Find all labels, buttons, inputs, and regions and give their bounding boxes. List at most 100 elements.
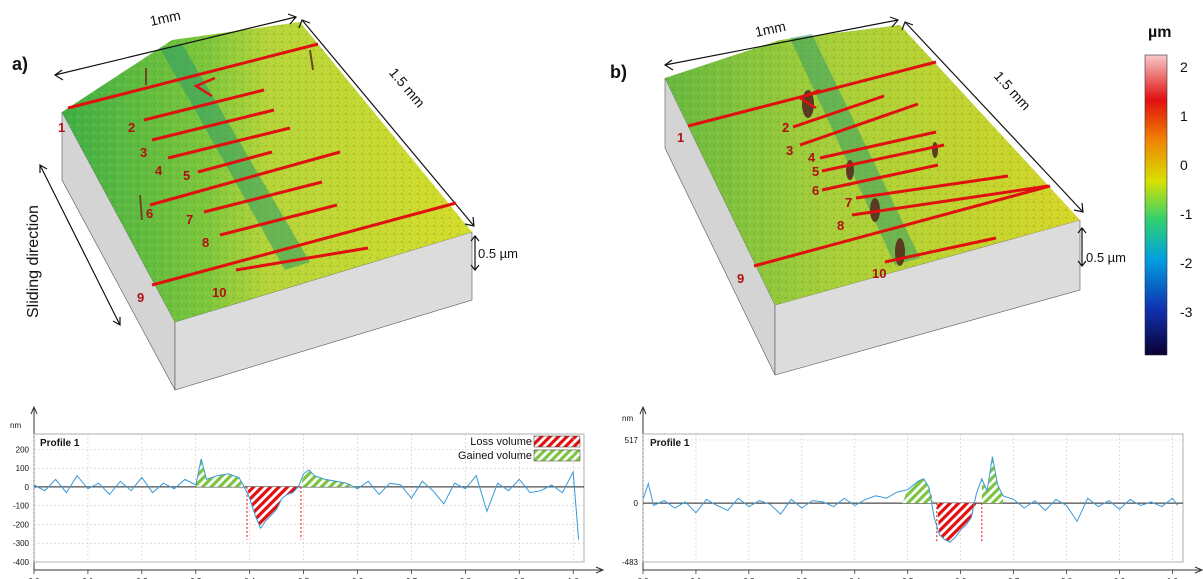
colorbar-gradient (1144, 54, 1168, 356)
chart-0-y-arrow (30, 405, 38, 415)
panel-b-num-4: 4 (808, 150, 816, 165)
chart-0-y-tick-label: -200 (13, 520, 30, 529)
panel-b-num-6: 6 (812, 183, 819, 198)
panel-a-spike (309, 49, 314, 71)
panel-a-direction-arrow (193, 76, 216, 98)
panel-a-profile-line-4 (167, 126, 291, 160)
chart-a-legend: Loss volume Gained volume (458, 435, 581, 462)
panel-a-spike (139, 194, 143, 221)
panel-b-num-7: 7 (845, 195, 852, 210)
chart-0-x-tick-label: 0.3 (190, 577, 202, 579)
panel-a-sliding-direction: Sliding direction (25, 205, 42, 318)
panel-a-label: a) (12, 54, 28, 74)
panel-b-label: b) (610, 62, 627, 82)
chart-1-x-tick-label: 0.8 (1061, 577, 1073, 579)
panel-a-dim-top: 1mm (148, 7, 182, 29)
panel-b-profile-line-7 (855, 174, 1009, 200)
panel-b-profile-line-10 (884, 236, 997, 264)
colorbar-tick: -1 (1180, 206, 1193, 222)
panel-a-dim-side: 1.5 mm (386, 64, 428, 110)
chart-1-x-unit: mm (1184, 577, 1198, 579)
colorbar-unit: µm (1148, 24, 1171, 41)
colorbar-tick: -2 (1180, 255, 1193, 271)
panel-a-profile-line-1 (67, 42, 319, 110)
panel-a-height-scale: 0.5 µm (478, 246, 518, 261)
chart-0-y-tick-label: -400 (13, 558, 30, 567)
panel-a-num-2: 2 (128, 120, 135, 135)
panel-b-surface: b) 1mm 1.5 mm 0.5 µm (610, 16, 1126, 376)
chart-0-loss-volume (247, 486, 301, 529)
chart-1-x-tick-label: 1.0 (1167, 577, 1179, 579)
chart-1-gained-volume (902, 478, 937, 504)
panel-a-profile-line-7 (203, 180, 323, 214)
panel-b-num-8: 8 (837, 218, 844, 233)
panel-b-profile-line-8 (851, 184, 1049, 217)
panel-b-profile-line-3 (799, 102, 919, 147)
panel-b-dim-top: 1mm (753, 18, 787, 40)
panel-b-profile-line-4 (819, 130, 937, 160)
chart-1-x-tick-label: 0.4 (849, 577, 861, 579)
panel-a-num-10: 10 (212, 285, 226, 300)
panel-a-num-3: 3 (140, 145, 147, 160)
chart-0-x-tick-label: 0.0 (28, 577, 40, 579)
panel-a-num-8: 8 (202, 235, 209, 250)
chart-0-y-tick-label: 0 (25, 483, 30, 492)
panel-a-profile-line-8 (219, 203, 338, 237)
panel-a-surface: a) 1mm 1.5 mm 0.5 µm Slid (12, 7, 518, 391)
chart-1-x-tick-label: 0.5 (902, 577, 914, 579)
panel-b-profile-line-2 (792, 94, 885, 129)
chart-1-y-tick-label: -483 (622, 558, 639, 567)
chart-0-x-tick-label: 0.4 (244, 577, 256, 579)
panel-a-wear-track (160, 44, 310, 270)
chart-0-x-tick-label: 0.9 (514, 577, 526, 579)
chart-0-x-tick-label: 1.0 (568, 577, 580, 579)
chart-a-ylabel: nm (10, 421, 21, 430)
chart-0-y-tick-label: 100 (16, 464, 30, 473)
panel-b-num-2: 2 (782, 120, 789, 135)
colorbar: µm 2 1 0 -1 -2 -3 (1144, 24, 1193, 356)
chart-0-x-tick-label: 0.2 (136, 577, 148, 579)
panel-b-profile-line-9 (753, 184, 1051, 268)
panel-a-profile-line-3 (151, 108, 275, 142)
panel-a-dimension-lines (39, 13, 480, 327)
panel-b-dim-side: 1.5 mm (991, 68, 1034, 113)
chart-0-profile-line (33, 458, 580, 540)
chart-1-y-tick-label: 517 (625, 436, 639, 445)
chart-a-legend-loss: Loss volume (470, 436, 532, 448)
panel-b-num-5: 5 (812, 164, 819, 179)
chart-0-x-unit: mm (585, 577, 599, 579)
chart-0-gained-volume (195, 458, 247, 487)
panel-a-profile-line-9 (151, 201, 457, 287)
chart-0-x-tick-label: 0.7 (406, 577, 418, 579)
panel-a-profile-lines (67, 42, 457, 287)
chart-1-x-tick-label: 0.6 (955, 577, 967, 579)
panel-a-num-7: 7 (186, 212, 193, 227)
chart-1-loss-volume (936, 503, 982, 543)
panel-b-direction-arrow (797, 88, 821, 110)
panel-a-num-1: 1 (58, 120, 65, 135)
panel-a-num-5: 5 (183, 168, 190, 183)
chart-1-x-tick-label: 0.7 (1008, 577, 1020, 579)
colorbar-tick: -3 (1180, 304, 1193, 320)
panel-b-line-numbers: 1 2 3 4 5 6 7 8 9 10 (677, 120, 886, 286)
chart-0-x-tick-label: 0.6 (352, 577, 364, 579)
panel-b-num-3: 3 (786, 143, 793, 158)
panel-b-num-10: 10 (872, 266, 886, 281)
panel-a-num-9: 9 (137, 290, 144, 305)
panel-a-num-4: 4 (155, 163, 163, 178)
chart-1-x-tick-label: 0.0 (637, 577, 649, 579)
chart-1-gained-volume (981, 456, 1003, 504)
panel-b-num-1: 1 (677, 130, 684, 145)
chart-0-y-tick-label: -100 (13, 502, 30, 511)
colorbar-tick: 2 (1180, 59, 1188, 75)
panel-b-height-scale: 0.5 µm (1086, 250, 1126, 265)
chart-1-x-tick-label: 0.2 (743, 577, 755, 579)
chart-a-legend-gain-swatch (533, 449, 581, 462)
panel-b-profile-line-5 (821, 143, 945, 173)
chart-1-x-arrow (1194, 566, 1203, 574)
panel-b-num-9: 9 (737, 271, 744, 286)
chart-a-legend-loss-swatch (533, 435, 581, 448)
panel-b-profile-line-6 (821, 163, 939, 192)
chart-1-x-tick-label: 0.9 (1114, 577, 1126, 579)
